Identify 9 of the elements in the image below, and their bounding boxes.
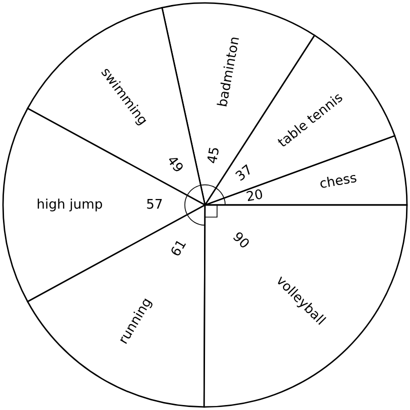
data-label: 61 bbox=[170, 239, 186, 257]
data-label: 49 bbox=[167, 154, 184, 173]
slice-label: chess bbox=[319, 172, 357, 188]
data-label: 45 bbox=[206, 147, 220, 164]
data-label: 20 bbox=[246, 188, 263, 202]
slice-label: high jump bbox=[38, 198, 102, 212]
data-label: 37 bbox=[234, 164, 253, 182]
data-label: 57 bbox=[147, 199, 162, 209]
data-label: 90 bbox=[232, 231, 250, 249]
